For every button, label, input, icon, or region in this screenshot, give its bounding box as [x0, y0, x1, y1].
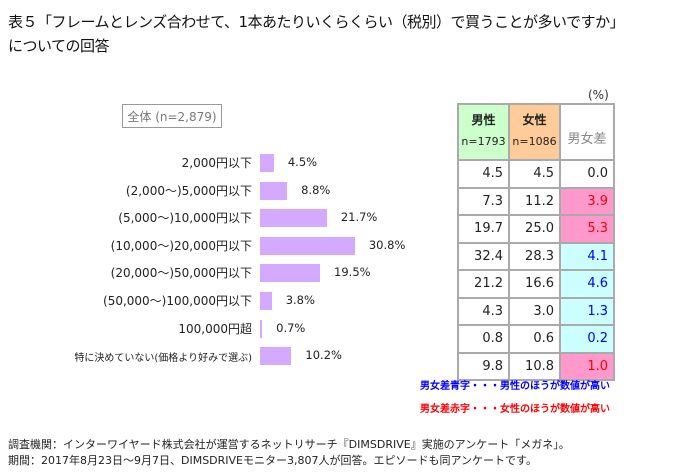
- category-label: (2,000～)5,000円以下: [125, 183, 252, 198]
- female-label: 女性: [522, 113, 547, 127]
- female-cell: 25.0: [508, 214, 561, 244]
- male-cell: 32.4: [457, 241, 510, 271]
- diff-cell: 0.2: [559, 324, 615, 354]
- male-cell: 21.2: [457, 269, 510, 299]
- female-cell: 28.3: [508, 241, 561, 271]
- value-label: 30.8%: [368, 237, 406, 252]
- table-row: 4.3 3.0 1.3: [457, 296, 615, 326]
- footer-line-2: 期間：2017年8月23日～9月7日、DIMSDRIVEモニター3,807人が回…: [8, 454, 537, 467]
- diff-cell: 1.0: [559, 351, 615, 381]
- value-label: 8.8%: [301, 182, 331, 197]
- bar: [260, 209, 327, 228]
- female-n: n=1086: [512, 135, 557, 148]
- diff-cell: 0.0: [559, 159, 615, 189]
- footer: 調査機関：インターワイヤード株式会社が運営するネットリサーチ『DIMSDRIVE…: [8, 437, 692, 469]
- bar-row: (5,000～)10,000円以下 21.7%: [0, 204, 450, 232]
- bar-row: 100,000円超 0.7%: [0, 315, 450, 343]
- table-row: 32.4 28.3 4.1: [457, 241, 615, 271]
- table-row: 19.7 25.0 5.3: [457, 214, 615, 244]
- female-header: 女性 n=1086: [508, 103, 561, 161]
- male-cell: 0.8: [457, 324, 510, 354]
- unit-label: (%): [588, 88, 609, 102]
- male-cell: 9.8: [457, 351, 510, 381]
- bar: [260, 292, 272, 310]
- diff-cell: 3.9: [559, 186, 615, 216]
- bar: [260, 319, 263, 338]
- bar-row: (10,000～)20,000円以下 30.8%: [0, 232, 450, 260]
- category-label: 2,000円以下: [181, 156, 252, 170]
- male-header: 男性 n=1793: [457, 103, 510, 161]
- table-row: 0.8 0.6 0.2: [457, 324, 615, 354]
- bar-row: 2,000円以下 4.5%: [0, 149, 450, 177]
- male-cell: 4.5: [457, 159, 510, 189]
- category-label: (20,000～)50,000円以下: [110, 266, 252, 281]
- female-cell: 16.6: [508, 269, 561, 299]
- note-blue: 男女差青字・・・男性のほうが数値が高い: [420, 381, 610, 392]
- male-cell: 19.7: [457, 214, 510, 244]
- table-row: 9.8 10.8 1.0: [457, 351, 615, 381]
- category-label: (50,000～)100,000円以下: [103, 294, 252, 308]
- bar: [260, 264, 321, 283]
- value-label: 3.8%: [285, 293, 315, 307]
- note-red: 男女差赤字・・・女性のほうが数値が高い: [420, 404, 610, 415]
- diff-cell: 4.1: [559, 241, 615, 271]
- total-label: 全体 (n=2,879): [122, 104, 222, 128]
- bar: [260, 181, 288, 200]
- title-line-1: 表５「フレームとレンズ合わせて、1本あたりいくらくらい（税別）で買うことが多いで…: [8, 13, 625, 31]
- category-label: (5,000～)10,000円以下: [118, 211, 252, 226]
- table-row: 7.3 11.2 3.9: [457, 186, 615, 216]
- diff-cell: 5.3: [559, 214, 615, 244]
- diff-cell: 1.3: [559, 296, 615, 326]
- male-cell: 4.3: [457, 296, 510, 326]
- chart-title: 表５「フレームとレンズ合わせて、1本あたりいくらくらい（税別）で買うことが多いで…: [8, 10, 692, 58]
- value-label: 10.2%: [305, 348, 342, 363]
- bar-row: (2,000～)5,000円以下 8.8%: [0, 177, 450, 205]
- female-cell: 0.6: [508, 324, 561, 354]
- female-cell: 11.2: [508, 186, 561, 216]
- title-line-2: についての回答: [8, 37, 110, 55]
- male-n: n=1793: [461, 135, 506, 148]
- value-label: 21.7%: [340, 210, 378, 225]
- bar-row: 特に決めていない(価格より好みで選ぶ) 10.2%: [0, 342, 450, 370]
- bar: [260, 154, 274, 172]
- table-row: 21.2 16.6 4.6: [457, 269, 615, 299]
- footer-line-1: 調査機関：インターワイヤード株式会社が運営するネットリサーチ『DIMSDRIVE…: [8, 438, 570, 451]
- female-cell: 10.8: [508, 351, 561, 381]
- value-label: 4.5%: [287, 155, 318, 169]
- bar-row: (20,000～)50,000円以下 19.5%: [0, 259, 450, 287]
- male-label: 男性: [471, 113, 496, 127]
- female-cell: 3.0: [508, 296, 561, 326]
- bar: [260, 236, 355, 255]
- table-row: 4.5 4.5 0.0: [457, 159, 615, 189]
- male-cell: 7.3: [457, 186, 510, 216]
- gender-table: 男性 n=1793 女性 n=1086 男女差 4.5 4.5 0.0 7.3 11.2 3.…: [457, 103, 615, 381]
- diff-cell: 4.6: [559, 269, 615, 299]
- category-label: 特に決めていない(価格より好みで選ぶ): [74, 353, 252, 365]
- category-label: (10,000～)20,000円以下: [110, 238, 252, 253]
- category-label: 100,000円超: [178, 321, 252, 336]
- bar: [260, 347, 292, 366]
- bar-row: (50,000～)100,000円以下 3.8%: [0, 287, 450, 315]
- diff-header: 男女差: [559, 103, 615, 161]
- value-label: 19.5%: [334, 265, 371, 280]
- value-label: 0.7%: [276, 320, 306, 335]
- female-cell: 4.5: [508, 159, 561, 189]
